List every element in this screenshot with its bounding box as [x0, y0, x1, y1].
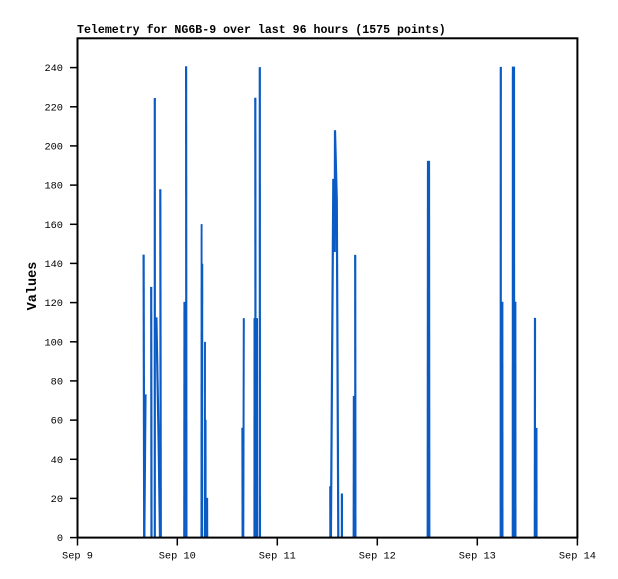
svg-text:Sep 10: Sep 10 — [159, 551, 196, 563]
svg-text:Sep 13: Sep 13 — [459, 551, 496, 563]
svg-text:240: 240 — [44, 63, 63, 75]
svg-text:Sep 9: Sep 9 — [62, 551, 93, 563]
svg-text:Sep 12: Sep 12 — [359, 551, 396, 563]
svg-text:0: 0 — [57, 533, 63, 545]
svg-text:20: 20 — [51, 494, 63, 506]
svg-text:40: 40 — [51, 455, 63, 467]
svg-text:200: 200 — [44, 141, 63, 153]
svg-text:160: 160 — [44, 220, 63, 232]
svg-text:60: 60 — [51, 416, 63, 428]
svg-text:100: 100 — [44, 337, 63, 349]
svg-text:180: 180 — [44, 181, 63, 193]
svg-text:140: 140 — [44, 259, 63, 271]
svg-text:80: 80 — [51, 376, 63, 388]
svg-text:120: 120 — [44, 298, 63, 310]
svg-text:Values: Values — [26, 262, 41, 311]
svg-text:220: 220 — [44, 102, 63, 114]
svg-text:Telemetry for NG6B-9 over last: Telemetry for NG6B-9 over last 96 hours … — [77, 24, 446, 37]
svg-text:Sep 11: Sep 11 — [259, 551, 296, 563]
svg-text:Sep 14: Sep 14 — [559, 551, 596, 563]
